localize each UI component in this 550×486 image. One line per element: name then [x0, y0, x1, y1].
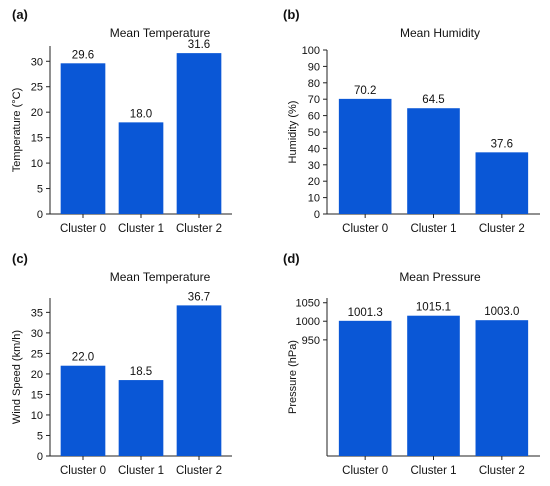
x-tick-label: Cluster 2: [176, 465, 222, 477]
data-label: 1015.1: [416, 302, 451, 314]
data-label: 18.0: [130, 108, 152, 120]
x-tick-label: Cluster 1: [118, 223, 164, 235]
y-tick-label: 25: [31, 348, 43, 360]
x-tick-label: Cluster 2: [479, 465, 525, 477]
bar: [407, 108, 460, 214]
y-tick-label: 20: [31, 369, 43, 381]
y-tick-label: 10: [31, 410, 43, 422]
data-label: 37.6: [491, 138, 513, 150]
data-label: 1001.3: [348, 307, 383, 319]
y-tick-label: 20: [308, 176, 320, 188]
y-tick-label: 90: [308, 61, 320, 73]
x-tick-label: Cluster 1: [410, 465, 456, 477]
y-tick-label: 25: [31, 82, 43, 94]
bar: [338, 320, 392, 456]
y-tick-label: 15: [31, 133, 43, 145]
y-axis-label: Humidity (%): [287, 101, 299, 164]
x-tick-label: Cluster 0: [60, 465, 106, 477]
y-tick-label: 950: [302, 335, 320, 347]
x-tick-label: Cluster 0: [342, 465, 388, 477]
x-tick-label: Cluster 0: [342, 223, 388, 235]
y-tick-label: 20: [31, 107, 43, 119]
y-tick-label: 30: [308, 160, 320, 172]
y-tick-label: 1000: [296, 316, 320, 328]
x-tick-label: Cluster 1: [118, 465, 164, 477]
y-tick-label: 50: [308, 127, 320, 139]
panel-label: (d): [283, 251, 300, 266]
x-tick-label: Cluster 1: [410, 223, 456, 235]
data-label: 36.7: [188, 291, 210, 303]
chart-panel-d: (d) Mean Pressure Pressure (hPa) 950 1000 105…: [283, 251, 540, 477]
chart-title: Mean Temperature: [110, 270, 211, 284]
chart-panel-c: (c) Mean Temperature Wind Speed (km/h) 0 5 10…: [11, 251, 232, 477]
chart-panel-b: (b) Mean Humidity Humidity (%) 0 10 20 30 40 50 6…: [283, 7, 540, 235]
y-tick-label: 10: [308, 193, 320, 205]
x-tick-label: Cluster 0: [60, 223, 106, 235]
chart-title: Mean Pressure: [399, 270, 481, 284]
bar: [475, 152, 529, 214]
data-label: 18.5: [130, 366, 152, 378]
bar: [118, 122, 164, 214]
panel-label: (a): [12, 7, 28, 22]
bar: [176, 53, 222, 214]
y-tick-label: 5: [37, 430, 43, 442]
chart-panel-a: (a) Mean Temperature Temperature (°C) 0 5 10 1…: [11, 7, 232, 235]
y-tick-label: 15: [31, 389, 43, 401]
y-tick-label: 1050: [296, 298, 320, 310]
panel-label: (b): [283, 7, 300, 22]
y-tick-label: 40: [308, 143, 320, 155]
y-axis-label: Pressure (hPa): [287, 340, 299, 414]
bar: [60, 365, 106, 456]
y-tick-label: 0: [37, 209, 43, 221]
chart-title: Mean Humidity: [400, 26, 480, 40]
bar: [118, 380, 164, 456]
x-tick-label: Cluster 2: [479, 223, 525, 235]
chart-title: Mean Temperature: [110, 26, 211, 40]
x-tick-label: Cluster 2: [176, 223, 222, 235]
y-tick-label: 70: [308, 94, 320, 106]
data-label: 29.6: [72, 49, 94, 61]
data-label: 70.2: [354, 85, 376, 97]
panel-label: (c): [12, 251, 28, 266]
y-tick-label: 30: [31, 328, 43, 340]
y-axis-label: Wind Speed (km/h): [11, 330, 23, 424]
y-tick-label: 60: [308, 111, 320, 123]
bar: [338, 98, 392, 214]
data-label: 1003.0: [484, 306, 519, 318]
data-label: 31.6: [188, 39, 210, 51]
y-tick-label: 5: [37, 184, 43, 196]
y-tick-label: 30: [31, 56, 43, 68]
y-tick-label: 80: [308, 78, 320, 90]
y-tick-label: 35: [31, 307, 43, 319]
bar: [176, 305, 222, 456]
y-tick-label: 0: [314, 209, 320, 221]
y-tick-label: 0: [37, 451, 43, 463]
y-tick-label: 10: [31, 158, 43, 170]
data-label: 22.0: [72, 352, 94, 364]
data-label: 64.5: [422, 94, 444, 106]
bar: [475, 320, 529, 456]
y-axis-label: Temperature (°C): [11, 88, 23, 172]
bar: [407, 315, 460, 456]
y-tick-label: 100: [302, 45, 320, 57]
bar: [60, 63, 106, 215]
